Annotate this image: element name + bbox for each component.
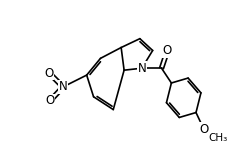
Text: O: O <box>199 123 209 136</box>
Text: O: O <box>163 44 172 57</box>
Text: O: O <box>46 94 55 107</box>
Text: CH₃: CH₃ <box>208 133 227 143</box>
Text: O: O <box>45 67 54 80</box>
Text: N: N <box>137 62 146 75</box>
Text: N: N <box>59 80 67 93</box>
